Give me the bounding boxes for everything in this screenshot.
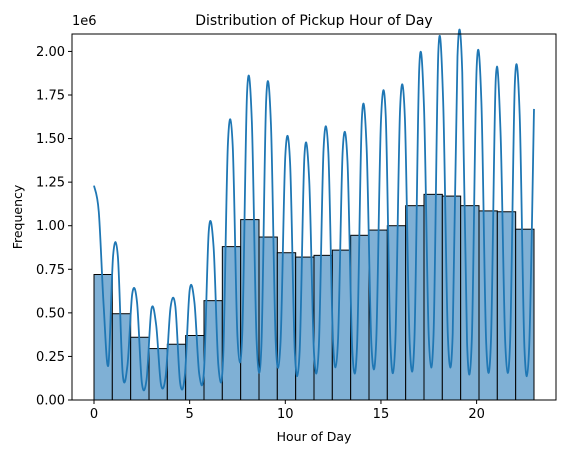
kde-line (93, 28, 535, 392)
x-axis-label: Hour of Day (277, 429, 352, 444)
y-tick-label: 1.25 (36, 176, 65, 191)
histogram-bar (185, 335, 205, 401)
x-tick-label: 15 (373, 407, 390, 422)
y-tick-label: 1.00 (36, 219, 65, 234)
x-tick-label: 20 (468, 407, 485, 422)
y-tick-label: 0.00 (36, 394, 65, 409)
y-tick-label: 2.00 (36, 45, 65, 60)
histogram-bar (350, 234, 370, 401)
histogram-bar (313, 254, 333, 401)
x-tick-label: 10 (277, 407, 294, 422)
y-tick-label: 1.75 (36, 89, 65, 104)
plot-area-frame (71, 33, 557, 401)
y-axis-ticks: 0.00 0.25 0.50 0.75 1.00 1.25 1.50 1.75 2.00 (36, 45, 72, 409)
histogram-bar (331, 249, 352, 401)
x-tick-label: 0 (90, 407, 98, 422)
histogram-bar (166, 343, 187, 401)
y-tick-label: 1.50 (36, 132, 65, 147)
x-axis-ticks: 0 5 10 15 20 (90, 400, 485, 422)
chart-title: Distribution of Pickup Hour of Day (195, 13, 432, 29)
x-tick-label: 5 (186, 407, 194, 422)
y-offset-label: 1e6 (72, 14, 97, 29)
y-tick-label: 0.50 (36, 306, 65, 321)
y-axis-label: Frequency (10, 184, 25, 249)
kde-curve-layer (93, 28, 535, 392)
y-tick-label: 0.25 (36, 350, 65, 365)
y-tick-label: 0.75 (36, 263, 65, 278)
